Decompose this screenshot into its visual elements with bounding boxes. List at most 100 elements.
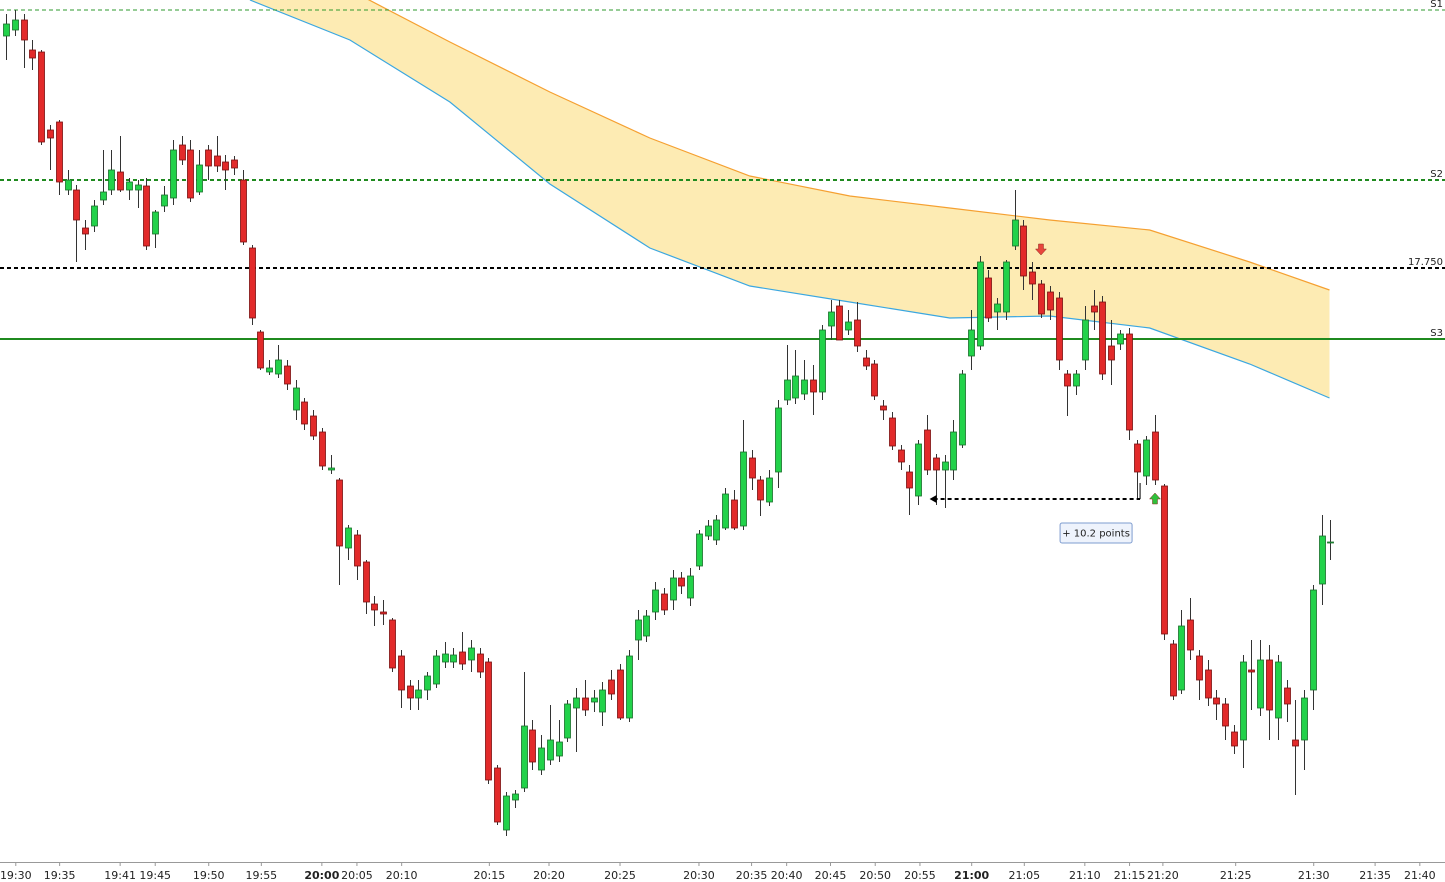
candle-body [310,415,317,437]
candle-body [1117,333,1124,345]
candle-body [696,533,703,567]
candle-body [521,725,528,789]
candle-body [371,603,378,611]
candle-body [924,429,931,471]
candle-body [477,653,484,673]
candle-body [3,23,10,37]
candle-body [415,689,422,699]
level-label: S2 [1430,169,1443,180]
candle-body [801,379,808,395]
candle-body [1082,319,1089,361]
candle-body [91,205,98,227]
candle-body [196,164,203,193]
candle-body [1301,697,1308,741]
x-tick-label: 20:05 [341,869,373,882]
candle-body [1205,669,1212,699]
candle-body [82,227,89,235]
x-tick-label: 21:15 [1114,869,1146,882]
signal-arrow [1148,492,1162,505]
candle-body [494,767,501,823]
candle-body [12,19,19,31]
candle-body [1257,659,1264,709]
candle-body [529,729,536,763]
x-tick-label: 19:55 [245,869,277,882]
x-tick-label: 21:35 [1359,869,1391,882]
candle-body [161,194,168,207]
candle-body [47,129,54,139]
candle-body [117,171,124,191]
x-tick-label: 19:35 [44,869,76,882]
candle-body [38,51,45,143]
candle-body [354,534,361,567]
x-tick-label: 19:30 [0,869,32,882]
x-tick-label: 20:40 [771,869,803,882]
candle-body [468,647,475,661]
candle-body [705,525,712,537]
candle-body [1091,305,1098,313]
candle-body [1275,661,1282,719]
x-tick-label: 20:35 [736,869,768,882]
candle-body [231,159,238,169]
candle-body [442,653,449,663]
candle-body [319,431,326,467]
candle-body [143,185,150,247]
candle-body [1020,225,1027,277]
candle-body [547,739,554,761]
level-label: 17.750 [1408,257,1443,268]
candle-body [1003,261,1010,313]
candle-body [1248,669,1255,673]
candle-body [65,179,72,191]
candle-body [643,615,650,637]
candle-body [135,184,142,191]
candle-body [985,277,992,319]
x-tick-label: 19:50 [193,869,225,882]
candle-body [240,179,247,243]
candle-body [538,747,545,771]
x-tick-label: 21:05 [1008,869,1040,882]
candle-body [687,575,694,599]
candle-body [854,319,861,347]
plot-area: + 10.2 points [0,0,1445,836]
candle-body [222,161,229,171]
candle-body [863,357,870,367]
candle-body [1064,373,1071,387]
candle-body [599,689,606,713]
candle-body [100,191,107,201]
candle-body [556,741,563,757]
candle-body [1038,283,1045,315]
candle-body [915,443,922,497]
candle-body [152,211,159,235]
candle-body [959,373,966,446]
candle-body [1056,297,1063,361]
candle-body [670,577,677,601]
candle-body [363,561,370,603]
candle-body [678,577,685,587]
candle-body [722,493,729,529]
measure-label: + 10.2 points [1062,529,1130,540]
candle-body [345,527,352,549]
candle-body [1126,333,1133,431]
candle-body [1213,697,1220,705]
candle-body [1073,373,1080,387]
x-tick-label: 21:20 [1147,869,1179,882]
candle-body [1240,661,1247,741]
candle-body [740,451,747,527]
candle-body [29,49,36,59]
candle-body [880,405,887,411]
candle-body [652,589,659,613]
candle-body [275,359,282,375]
candle-body [1012,219,1019,247]
x-tick-label: 20:55 [904,869,936,882]
candle-body [1134,443,1141,473]
candle-body [424,675,431,691]
x-tick-label: 20:15 [474,869,506,882]
candle-body [450,654,457,663]
candle-body [1284,687,1291,705]
x-tick-label: 21:30 [1298,869,1330,882]
candle-body [792,375,799,399]
candle-body [977,261,984,347]
candle-body [108,169,115,191]
candle-body [713,519,720,541]
candle-body [433,655,440,685]
